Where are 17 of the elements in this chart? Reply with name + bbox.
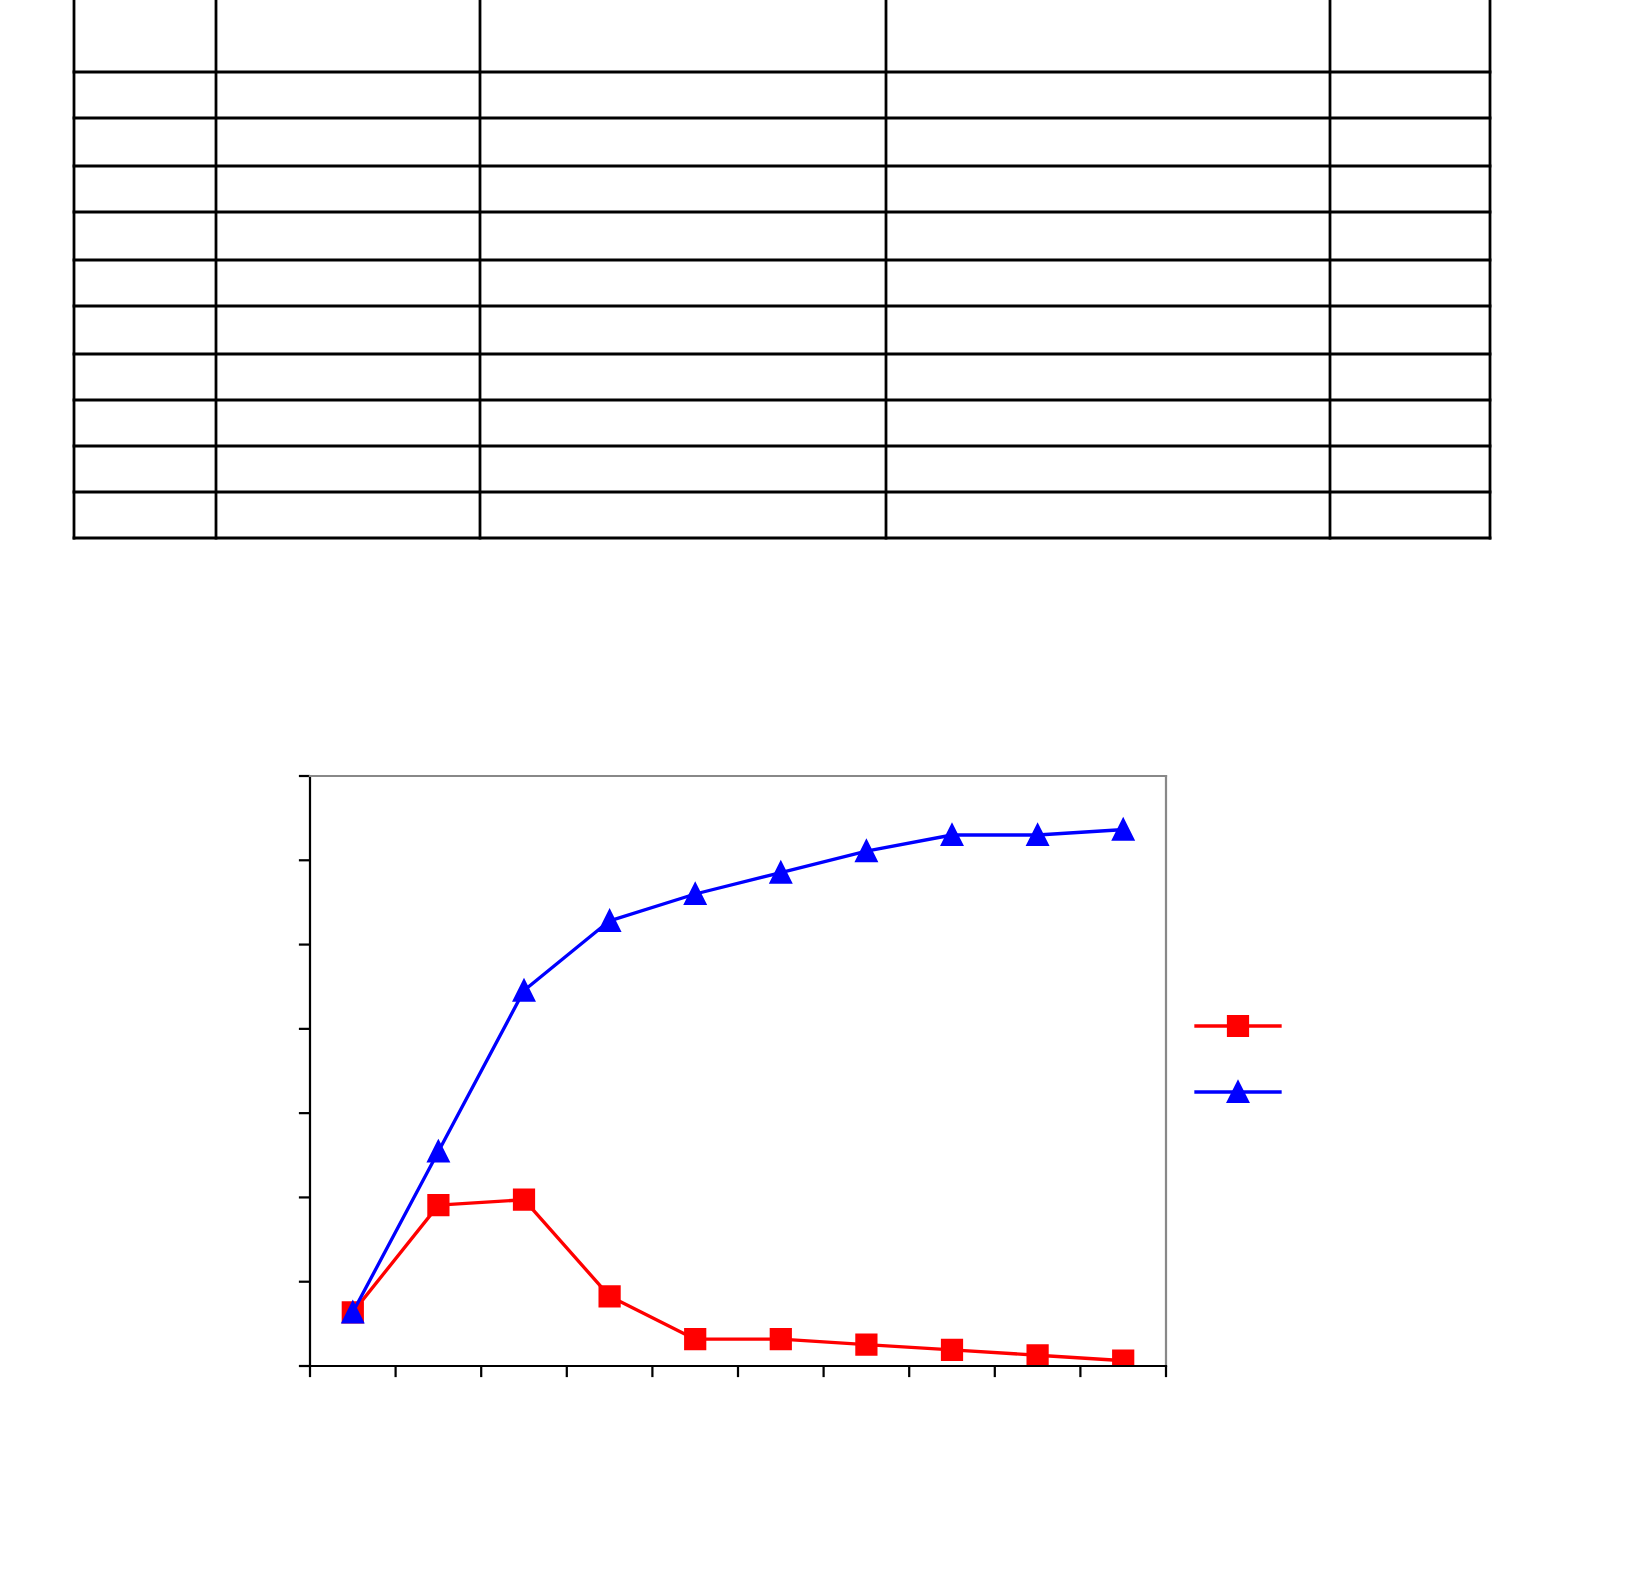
- point: [1026, 1344, 1049, 1366]
- point: [855, 1333, 878, 1356]
- point: [1026, 823, 1049, 847]
- point: [427, 1140, 450, 1163]
- point: [940, 823, 964, 847]
- point: [512, 1188, 536, 1211]
- point: [598, 1285, 621, 1308]
- point: [769, 1328, 792, 1351]
- point: [684, 1328, 707, 1351]
- point: [769, 861, 792, 884]
- point: [598, 909, 621, 932]
- point: [684, 882, 707, 906]
- point: [1112, 818, 1135, 841]
- point: [855, 839, 878, 863]
- point: [512, 979, 536, 1002]
- point: [940, 1338, 964, 1362]
- point: [427, 1193, 450, 1217]
